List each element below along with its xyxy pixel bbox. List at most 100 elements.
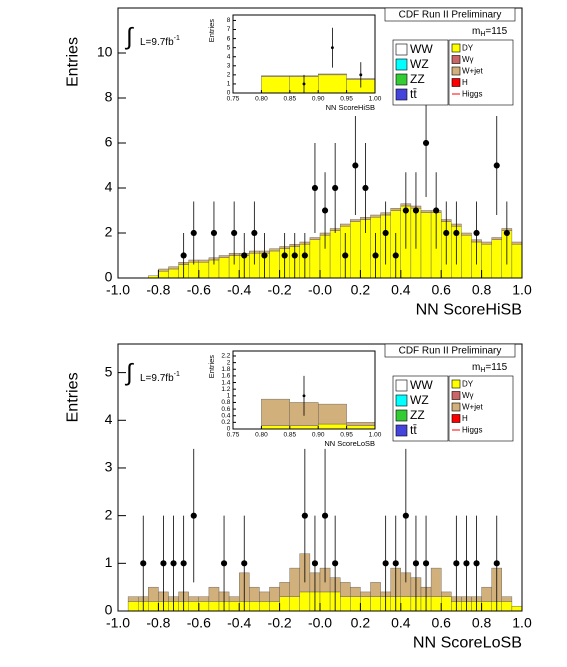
histogram-bar <box>481 601 492 612</box>
y-tick-label: 6 <box>227 35 231 42</box>
data-point <box>493 560 500 567</box>
y-tick-label: 2 <box>105 506 113 522</box>
data-point <box>443 229 450 237</box>
y-tick-label: 10 <box>97 44 113 60</box>
histogram-bar <box>218 255 230 258</box>
mass-main: m <box>472 26 480 37</box>
y-tick-label: 1 <box>227 81 231 88</box>
legend-label: tt̄ <box>410 87 417 101</box>
y-tick-label: 4 <box>105 179 113 195</box>
data-point <box>301 512 308 519</box>
data-point <box>463 560 470 567</box>
histogram-bar <box>350 596 361 612</box>
frame <box>232 350 376 430</box>
data-point <box>321 512 329 519</box>
x-tick-label: 1.0 <box>512 281 532 297</box>
legend-label: W+jet <box>462 67 483 76</box>
lumi-sup: -1 <box>174 35 180 42</box>
y-tick-label: 5 <box>105 363 113 379</box>
lumi-symbol: ∫ <box>124 359 134 386</box>
y-axis-label: Entries <box>207 19 216 43</box>
data-point <box>453 229 460 237</box>
histogram-bar <box>158 271 169 279</box>
data-point <box>180 560 187 567</box>
data-point <box>251 229 258 237</box>
histogram-bar <box>441 591 452 597</box>
histogram-bar <box>340 596 351 612</box>
legend-swatch <box>451 55 461 64</box>
x-axis-label: NN ScoreHiSB <box>416 300 522 318</box>
histogram-bar <box>511 244 523 279</box>
x-tick-label: -0.4 <box>227 281 251 297</box>
mass-sub: H <box>480 367 485 374</box>
histogram-bar <box>261 75 290 77</box>
histogram-bar <box>127 601 139 612</box>
data-point <box>330 46 334 50</box>
x-tick-label: 0.75 <box>227 96 240 103</box>
histogram-bar <box>261 398 290 426</box>
histogram-bar <box>289 596 301 612</box>
histogram-bar <box>420 212 432 279</box>
x-tick-label: 0.80 <box>255 432 268 439</box>
y-tick-label: 1.2 <box>221 386 230 393</box>
histogram-bar <box>390 208 402 211</box>
y-tick-label: 3 <box>105 459 113 475</box>
y-tick-label: 0 <box>105 269 113 285</box>
histogram-bar <box>481 586 492 602</box>
data-point <box>302 82 306 86</box>
data-point <box>301 252 308 259</box>
histogram-bar <box>269 250 280 279</box>
data-point <box>332 184 339 192</box>
x-tick-label: -1.0 <box>106 614 130 630</box>
histogram-bar <box>360 591 371 597</box>
legend-label: ZZ <box>410 72 425 86</box>
mass-label: mH=115 <box>472 362 508 374</box>
histogram-bar <box>309 237 321 240</box>
y-tick-label: 4 <box>105 411 113 427</box>
histogram-bar <box>299 591 311 612</box>
histogram-bar <box>481 244 492 279</box>
y-tick-label: 2 <box>227 359 231 366</box>
x-axis-label: NN ScoreLoSB <box>324 439 375 448</box>
lumi-sup: -1 <box>174 371 180 378</box>
x-tick-label: 0.85 <box>283 432 296 439</box>
data-point <box>332 560 339 567</box>
x-tick-label: 0.95 <box>340 432 353 439</box>
histogram-bar <box>370 596 381 612</box>
histogram-bar <box>318 403 347 425</box>
histogram-bar <box>188 262 199 279</box>
data-point <box>372 252 379 259</box>
legend-label: ZZ <box>410 408 425 422</box>
legend-swatch <box>451 391 461 400</box>
histogram-bar <box>279 582 290 597</box>
legend-label: Higgs <box>462 426 482 435</box>
histogram-bar <box>261 76 290 94</box>
header-box <box>384 343 516 358</box>
histogram-bar <box>370 582 381 597</box>
legend-label: Higgs <box>462 90 482 99</box>
histogram-bar <box>198 601 210 612</box>
data-point <box>291 252 298 259</box>
histogram-bar <box>168 268 179 279</box>
y-tick-label: 0 <box>227 426 231 433</box>
legend-swatch <box>395 43 408 56</box>
lumi-text: L=9.7fb <box>140 37 174 48</box>
histogram-bar <box>168 266 179 270</box>
x-tick-label: 0.8 <box>472 281 492 297</box>
data-point <box>493 162 500 169</box>
histogram-bar <box>491 239 503 279</box>
legend-swatch <box>395 58 408 71</box>
legend-label: DY <box>462 44 474 53</box>
histogram-bar <box>318 74 347 94</box>
legend-label: W+jet <box>462 403 483 412</box>
data-point <box>412 560 420 567</box>
lumi-label: L=9.7fb-1 <box>140 371 180 384</box>
legend-label: Wγ <box>462 55 474 64</box>
histogram-bar <box>481 241 492 245</box>
legend-swatch <box>395 394 408 407</box>
data-point <box>453 560 460 567</box>
legend-label: Wγ <box>462 391 474 400</box>
y-tick-label: 8 <box>105 89 113 105</box>
x-tick-label: -0.2 <box>268 281 292 297</box>
